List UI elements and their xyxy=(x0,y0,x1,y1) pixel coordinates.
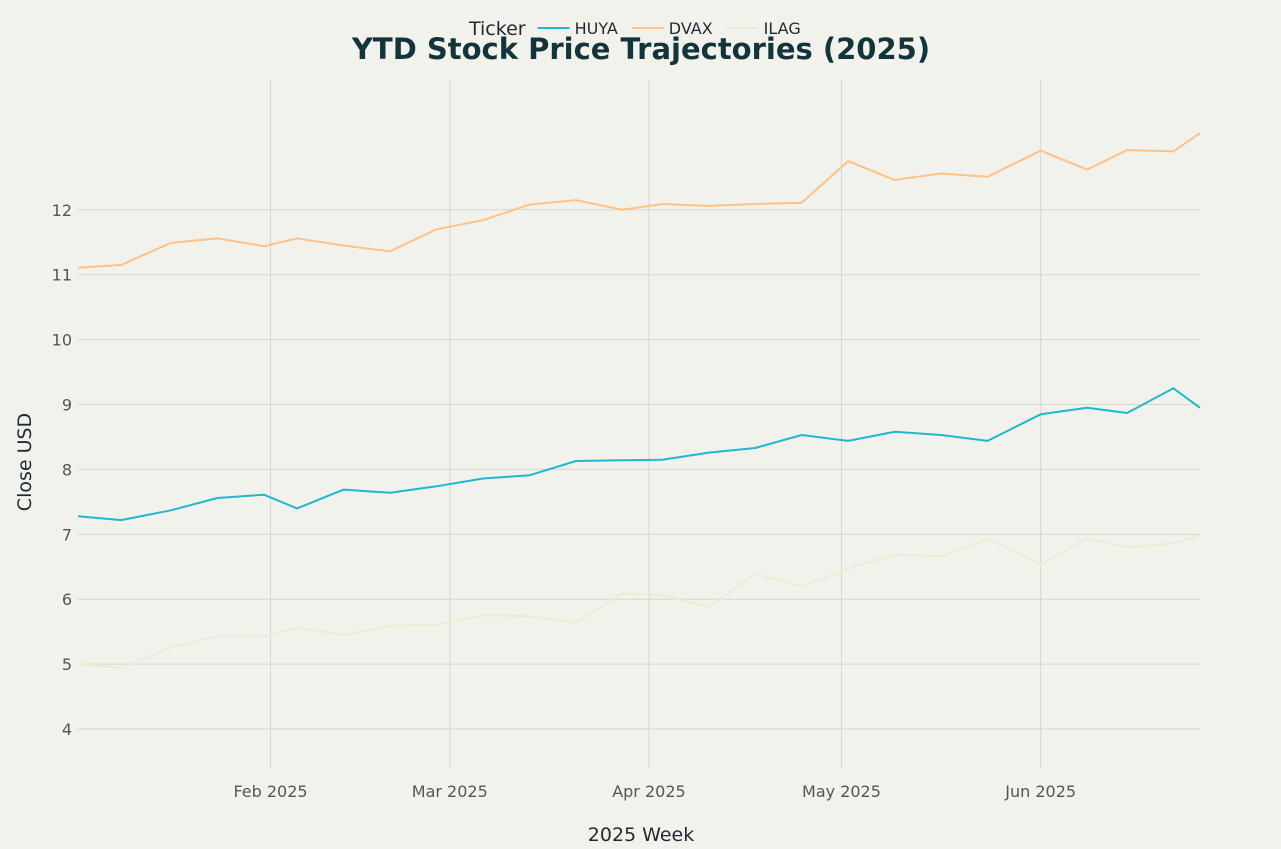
legend-label-dvax: DVAX xyxy=(669,19,713,38)
x-tick-label: Jun 2025 xyxy=(1004,782,1076,801)
legend: Ticker HUYA DVAX ILAG xyxy=(468,18,801,40)
series-line-ilag xyxy=(77,534,1201,669)
x-tick-label: May 2025 xyxy=(802,782,881,801)
x-tick-label: Apr 2025 xyxy=(612,782,685,801)
y-tick-label: 9 xyxy=(62,396,72,415)
y-tick-label: 4 xyxy=(62,720,72,739)
legend-title: Ticker xyxy=(468,18,526,40)
y-tick-label: 7 xyxy=(62,525,72,544)
y-tick-label: 12 xyxy=(52,201,72,220)
grid-lines xyxy=(78,80,1200,768)
x-tick-label: Mar 2025 xyxy=(412,782,488,801)
x-tick-label: Feb 2025 xyxy=(233,782,307,801)
y-tick-label: 6 xyxy=(62,590,72,609)
chart-title: YTD Stock Price Trajectories (2025) xyxy=(351,32,930,66)
y-tick-label: 5 xyxy=(62,655,72,674)
series-lines xyxy=(77,132,1201,669)
y-axis-title: Close USD xyxy=(14,413,36,511)
x-axis-title: 2025 Week xyxy=(588,824,694,846)
y-tick-label: 8 xyxy=(62,460,72,479)
y-tick-label: 11 xyxy=(52,266,72,285)
legend-label-huya: HUYA xyxy=(575,19,618,38)
legend-label-ilag: ILAG xyxy=(764,19,801,38)
x-axis-ticks: Feb 2025 Mar 2025 Apr 2025 May 2025 Jun 2025 xyxy=(233,782,1076,801)
series-line-dvax xyxy=(77,132,1201,269)
legend-items: HUYA DVAX ILAG xyxy=(537,19,801,38)
series-line-huya xyxy=(77,387,1201,522)
y-axis-ticks: 4 5 6 7 8 9 10 11 12 xyxy=(52,201,72,739)
y-tick-label: 10 xyxy=(52,331,72,350)
